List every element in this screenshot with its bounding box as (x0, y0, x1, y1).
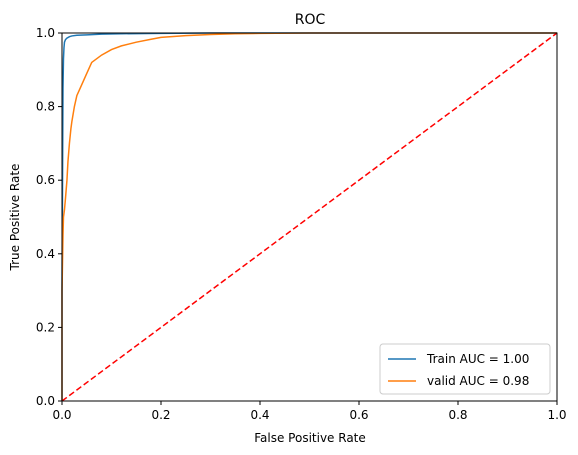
x-tick-label: 0.4 (250, 408, 269, 422)
chart-title: ROC (295, 12, 326, 28)
x-tick-label: 0.6 (349, 408, 368, 422)
x-tick-label: 0.8 (448, 408, 467, 422)
y-tick-label: 0.0 (36, 394, 55, 408)
legend-box (379, 343, 551, 395)
x-axis-ticks: 0.0 0.2 0.4 0.6 0.8 1.0 (52, 401, 567, 422)
y-tick-label: 0.6 (36, 173, 55, 187)
y-tick-label: 0.8 (36, 100, 55, 114)
legend-label-train: Train AUC = 1.00 (426, 352, 529, 366)
x-tick-label: 1.0 (547, 408, 566, 422)
legend-label-valid: valid AUC = 0.98 (427, 374, 529, 388)
y-axis-ticks: 0.0 0.2 0.4 0.6 0.8 1.0 (36, 26, 62, 408)
y-axis-label: True Positive Rate (8, 164, 22, 272)
y-tick-label: 0.2 (36, 320, 55, 334)
series-line-valid (61, 32, 557, 401)
chance-diagonal-line (61, 32, 558, 402)
legend: Train AUC = 1.00 valid AUC = 0.98 (379, 343, 551, 395)
x-tick-label: 0.0 (52, 408, 71, 422)
y-tick-label: 1.0 (36, 26, 55, 40)
x-tick-label: 0.2 (151, 408, 170, 422)
plot-frame (61, 32, 558, 402)
x-axis-label: False Positive Rate (254, 431, 366, 445)
y-tick-label: 0.4 (36, 247, 55, 261)
